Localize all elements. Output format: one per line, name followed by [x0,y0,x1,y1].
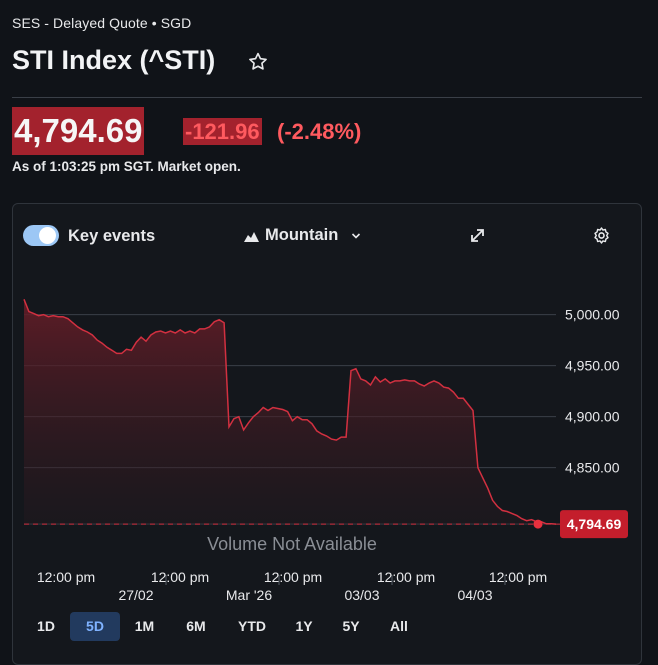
toggle-knob [39,227,56,244]
range-button-1y[interactable]: 1Y [295,618,313,634]
price-line [23,299,557,525]
range-button-6m[interactable]: 6M [186,618,206,634]
price-change: -121.96 [183,118,262,145]
range-button-1m[interactable]: 1M [134,618,155,634]
expand-icon[interactable] [469,227,486,244]
chart-type-selector[interactable]: Mountain [265,226,339,244]
x-time-label: 12:00 pm [151,569,209,585]
page-title: STI Index (^STI) [12,45,216,75]
header-divider [12,97,642,98]
x-time-label: 12:00 pm [489,569,547,585]
range-button-1d[interactable]: 1D [37,618,55,634]
range-button-5d[interactable]: 5D [70,612,120,641]
price-change-percent: (-2.48%) [277,119,362,144]
price-chart: Volume Not Available 5,000.00 4,950.00 4,9… [23,299,628,603]
quote-source: SES - Delayed Quote • SGD [12,15,192,31]
current-price: 4,794.69 [12,107,145,155]
last-price-badge [560,510,628,539]
star-icon[interactable] [247,51,269,73]
x-date-label: 03/03 [344,587,379,603]
x-time-label: 12:00 pm [377,569,435,585]
x-time-label: 12:00 pm [37,569,95,585]
x-date-label: 27/02 [118,587,153,603]
range-button-5y[interactable]: 5Y [342,618,360,634]
volume-note: Volume Not Available [207,534,377,554]
range-button-all[interactable]: All [390,618,408,634]
last-price-dot [533,519,543,529]
x-date-label: 04/03 [457,587,492,603]
chevron-down-icon[interactable] [351,232,361,240]
price-area [24,299,556,525]
x-time-label: 12:00 pm [264,569,322,585]
y-tick-label: 5,000.00 [565,307,620,323]
as-of-timestamp: As of 1:03:25 pm SGT. Market open. [12,159,241,174]
y-tick-label: 4,900.00 [565,409,620,425]
x-date-label: Mar '26 [226,587,272,603]
y-tick-label: 4,850.00 [565,460,620,476]
key-events-label: Key events [68,227,156,245]
y-tick-label: 4,950.00 [565,358,620,374]
mountain-icon[interactable] [244,231,259,242]
gear-icon[interactable] [592,226,611,245]
range-button-ytd[interactable]: YTD [238,618,266,634]
last-price-label: 4,794.69 [567,516,622,532]
